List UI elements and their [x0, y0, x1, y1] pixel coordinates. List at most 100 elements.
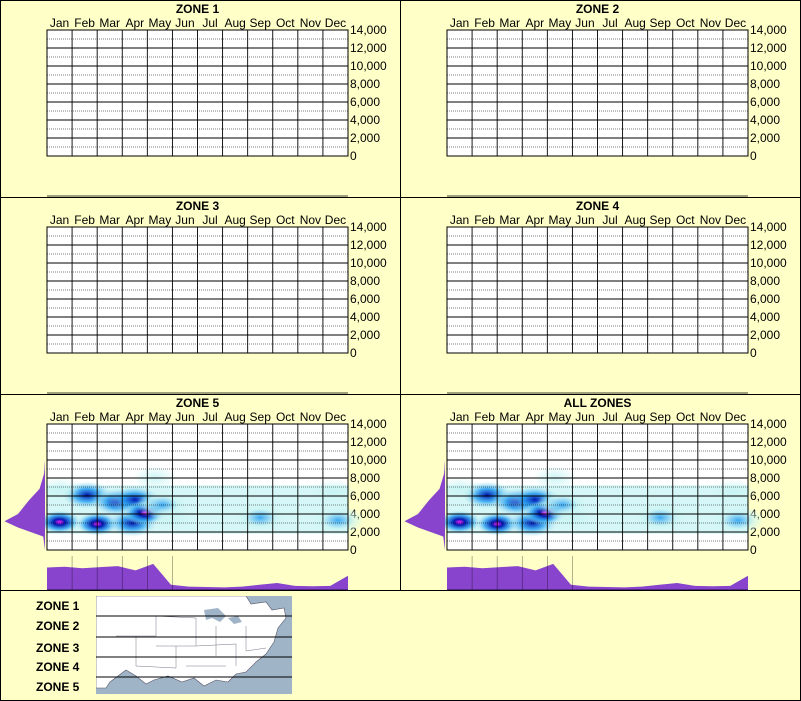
y-tick-label: 6,000	[750, 95, 780, 109]
chart-title: ZONE 1	[176, 2, 220, 16]
density-hotspot	[437, 476, 482, 501]
chart-panel-2: ZONE 2 Jan Feb Mar Apr May Jun Jul Aug Sep Oct Nov D…	[400, 0, 801, 198]
month-label-oct: Oct	[276, 213, 295, 227]
month-label-dec: Dec	[325, 16, 346, 30]
y-tick-label: 0	[350, 149, 357, 163]
chart-panel-1: ZONE 1 Jan Feb Mar Apr May Jun Jul Aug Sep Oct Nov D…	[0, 0, 401, 198]
density-hotspot	[310, 479, 355, 504]
month-label-may: May	[149, 410, 172, 424]
month-label-mar: Mar	[499, 16, 520, 30]
y-tick-label: 8,000	[750, 77, 780, 91]
y-tick-label: 10,000	[350, 256, 387, 270]
y-tick-label: 0	[350, 346, 357, 360]
chart-panel-4: ZONE 4 Jan Feb Mar Apr May Jun Jul Aug Sep Oct Nov D…	[400, 197, 801, 395]
month-label-sep: Sep	[250, 213, 272, 227]
chart-title: ZONE 5	[176, 396, 220, 410]
month-label-dec: Dec	[725, 410, 746, 424]
plot-frame	[46, 423, 349, 551]
month-label-oct: Oct	[676, 213, 695, 227]
map-state-borders	[116, 615, 267, 669]
y-tick-label: 14,000	[350, 23, 387, 37]
y-tick-label: 8,000	[350, 471, 380, 485]
month-label-nov: Nov	[300, 16, 321, 30]
y-tick-label: 6,000	[350, 95, 380, 109]
month-label-may: May	[149, 213, 172, 227]
month-label-nov: Nov	[300, 410, 321, 424]
month-label-feb: Feb	[74, 16, 95, 30]
month-label-sep: Sep	[650, 213, 672, 227]
month-label-mar: Mar	[499, 410, 520, 424]
density-hotspot	[634, 503, 687, 532]
chart-title: ZONE 2	[576, 2, 620, 16]
month-label-apr: Apr	[125, 410, 144, 424]
y-tick-label: 14,000	[750, 417, 787, 431]
month-label-jun: Jun	[175, 410, 194, 424]
y-tick-label: 0	[750, 346, 757, 360]
y-tick-label: 14,000	[750, 220, 787, 234]
y-tick-label: 8,000	[750, 471, 780, 485]
month-label-sep: Sep	[650, 410, 672, 424]
density-hotspot	[437, 510, 482, 535]
month-label-aug: Aug	[624, 16, 645, 30]
month-label-mar: Mar	[499, 213, 520, 227]
density-hotspot	[37, 510, 82, 535]
y-tick-label: 12,000	[350, 238, 387, 252]
plot-frame	[446, 423, 749, 551]
legend-zone-1: ZONE 1	[36, 599, 80, 613]
month-label-apr: Apr	[125, 213, 144, 227]
plot-frame	[446, 29, 749, 157]
month-label-jun: Jun	[575, 213, 594, 227]
month-label-dec: Dec	[325, 213, 346, 227]
month-label-apr: Apr	[525, 16, 544, 30]
y-tick-label: 4,000	[350, 113, 380, 127]
month-label-may: May	[549, 410, 572, 424]
month-label-aug: Aug	[624, 410, 645, 424]
plot-frame	[446, 226, 749, 354]
y-tick-label: 14,000	[350, 417, 387, 431]
y-tick-label: 10,000	[750, 256, 787, 270]
month-label-oct: Oct	[676, 410, 695, 424]
legend-zone-5: ZONE 5	[36, 680, 80, 694]
month-label-mar: Mar	[99, 410, 120, 424]
plot-frame	[46, 226, 349, 354]
month-label-oct: Oct	[676, 16, 695, 30]
y-tick-label: 6,000	[350, 489, 380, 503]
month-label-feb: Feb	[474, 410, 495, 424]
month-label-dec: Dec	[325, 410, 346, 424]
y-tick-label: 8,000	[750, 274, 780, 288]
month-label-jul: Jul	[202, 16, 217, 30]
chart-panel-3: ZONE 3 Jan Feb Mar Apr May Jun Jul Aug Sep Oct Nov D…	[0, 197, 401, 395]
plot-area	[446, 226, 749, 354]
y-tick-label: 10,000	[350, 59, 387, 73]
month-label-aug: Aug	[224, 410, 245, 424]
density-hotspot	[710, 479, 755, 504]
month-label-aug: Aug	[224, 16, 245, 30]
plot-area	[37, 423, 364, 551]
month-label-oct: Oct	[276, 16, 295, 30]
month-label-jan: Jan	[50, 16, 69, 30]
y-tick-label: 8,000	[350, 77, 380, 91]
y-tick-label: 12,000	[750, 41, 787, 55]
y-tick-label: 12,000	[350, 435, 387, 449]
y-tick-label: 8,000	[350, 274, 380, 288]
month-label-jul: Jul	[202, 410, 217, 424]
month-label-oct: Oct	[276, 410, 295, 424]
zone-legend-panel: ZONE 1 ZONE 2 ZONE 3 ZONE 4 ZONE 5	[0, 590, 801, 701]
month-label-feb: Feb	[474, 16, 495, 30]
month-label-jul: Jul	[602, 213, 617, 227]
month-label-mar: Mar	[99, 213, 120, 227]
month-label-jan: Jan	[50, 213, 69, 227]
month-label-apr: Apr	[525, 213, 544, 227]
chart-panel-6: ALL ZONES Jan Feb Mar Apr May Jun Jul Aug Sep Oct N…	[400, 394, 801, 592]
month-label-may: May	[149, 16, 172, 30]
month-label-nov: Nov	[700, 16, 721, 30]
y-tick-label: 4,000	[750, 310, 780, 324]
month-label-sep: Sep	[250, 410, 272, 424]
chart-title: ZONE 4	[576, 199, 620, 213]
legend-zone-3: ZONE 3	[36, 641, 80, 655]
month-label-may: May	[549, 213, 572, 227]
y-tick-label: 10,000	[750, 453, 787, 467]
y-tick-label: 2,000	[350, 328, 380, 342]
month-label-dec: Dec	[725, 16, 746, 30]
